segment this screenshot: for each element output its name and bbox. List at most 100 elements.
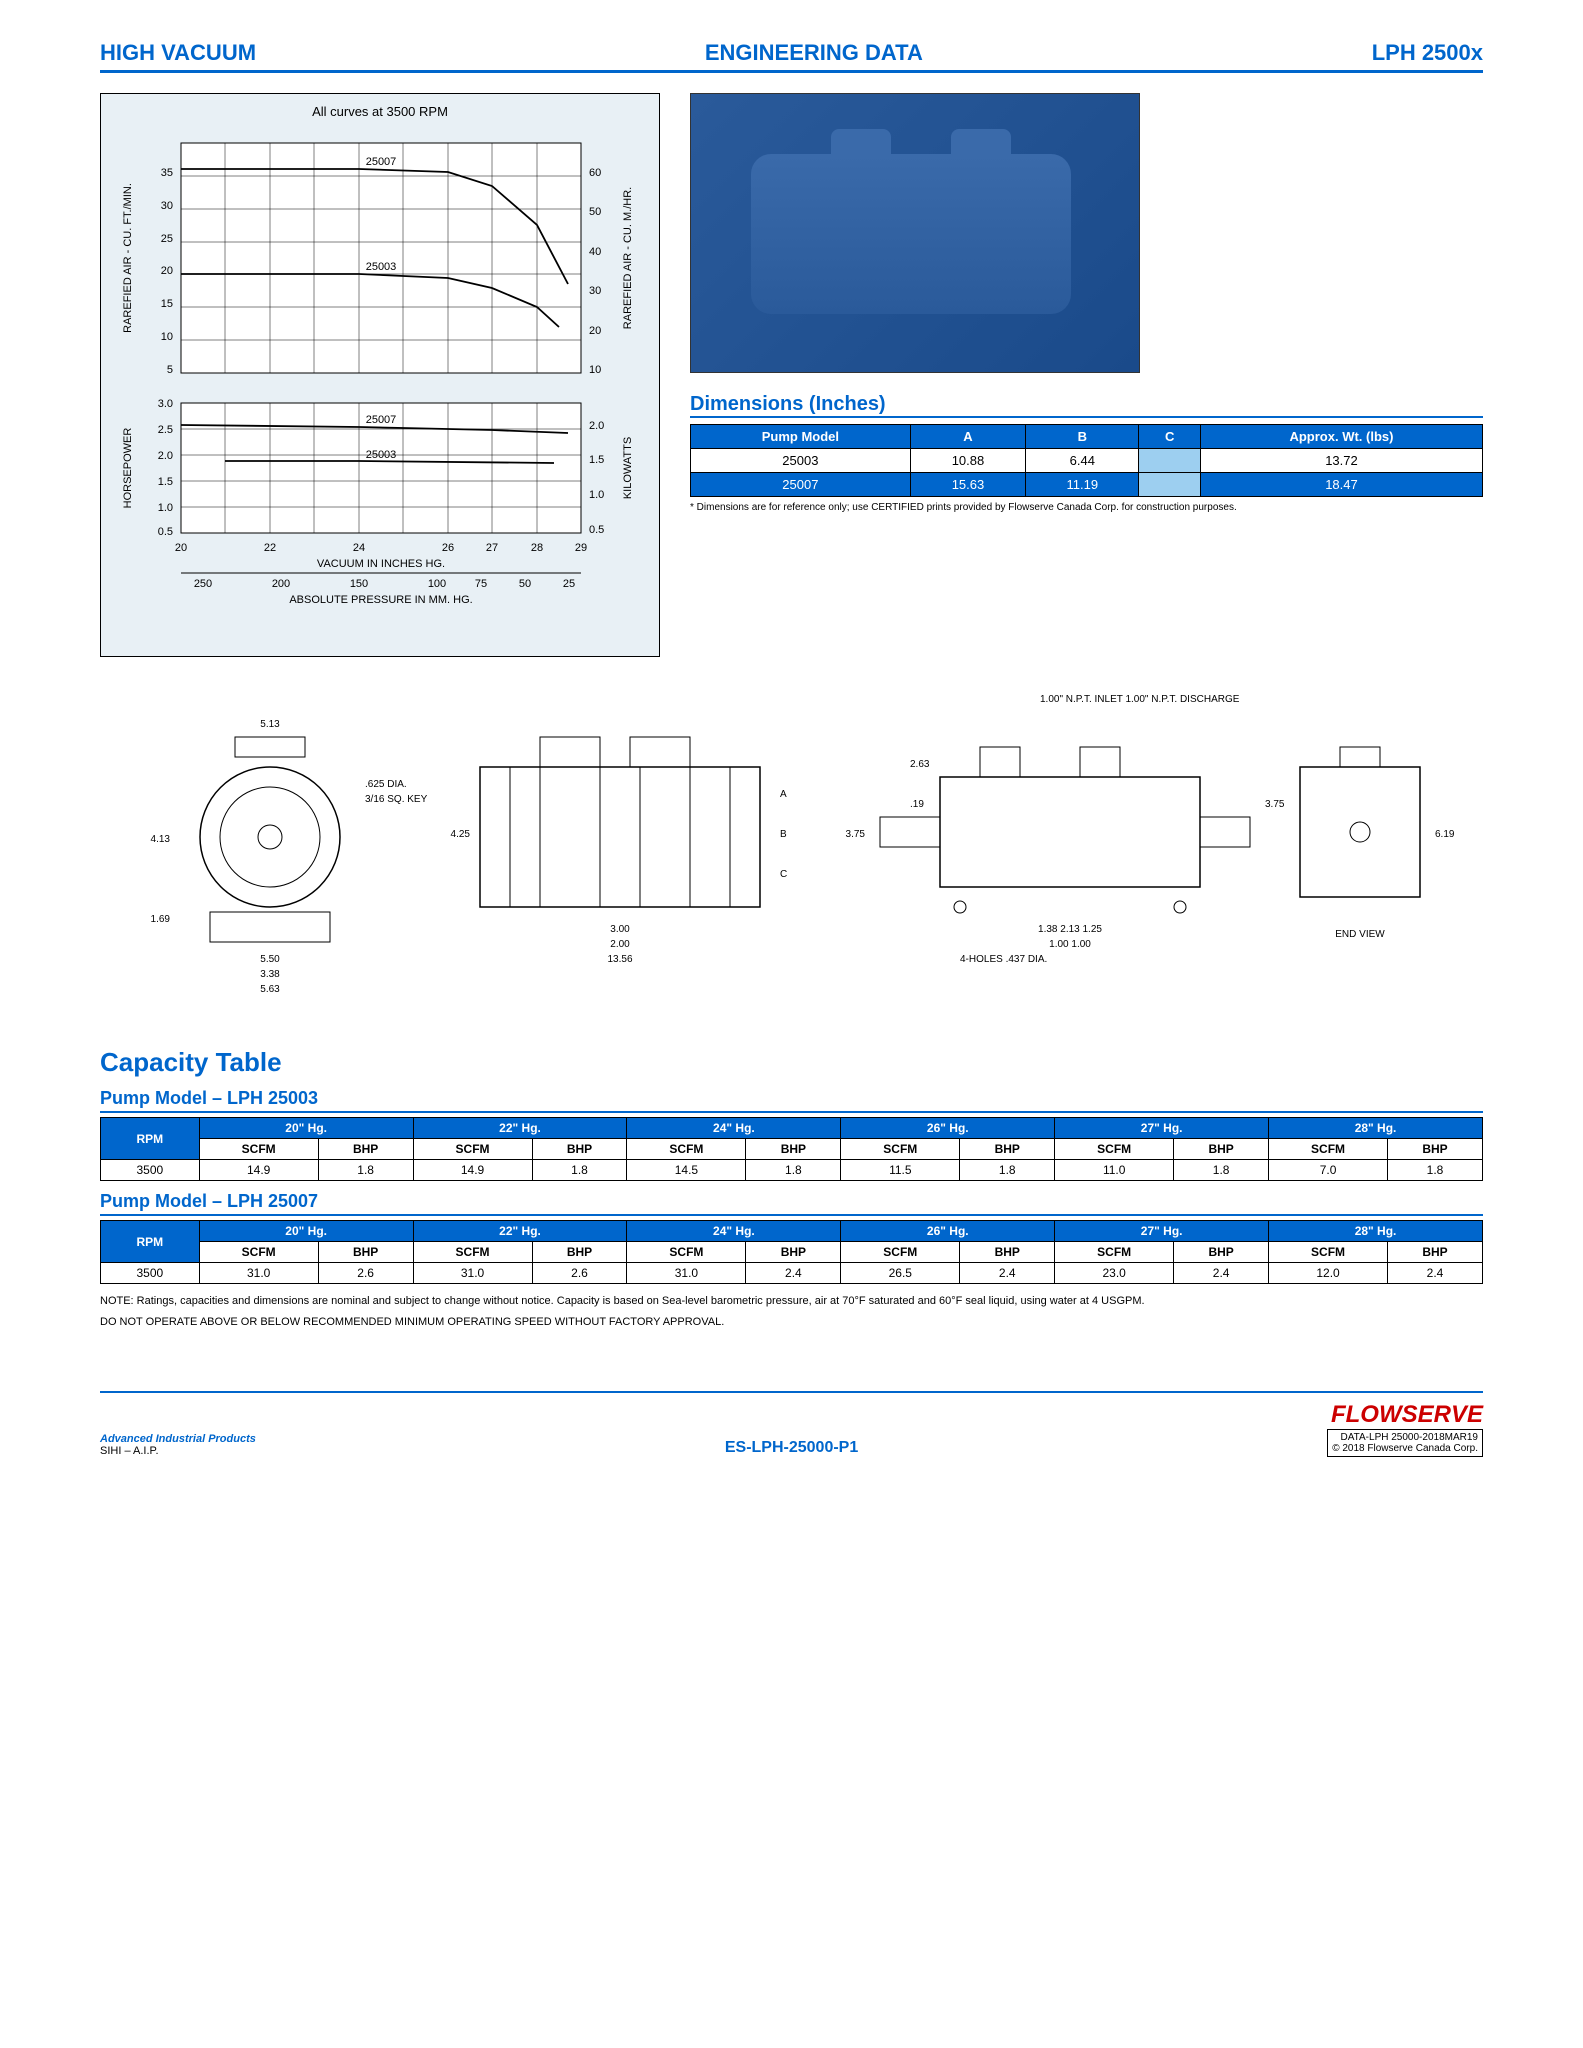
svg-text:20: 20	[161, 265, 173, 277]
svg-text:25003: 25003	[366, 449, 397, 461]
svg-text:3/16 SQ. KEY: 3/16 SQ. KEY	[365, 794, 428, 805]
svg-text:1.69: 1.69	[151, 914, 171, 925]
header-center: ENGINEERING DATA	[705, 40, 923, 66]
svg-text:RAREFIED AIR - CU. FT./MIN.: RAREFIED AIR - CU. FT./MIN.	[122, 183, 134, 333]
pump-photo	[690, 93, 1140, 373]
svg-text:1.0: 1.0	[589, 489, 604, 501]
page-footer: Advanced Industrial Products SIHI – A.I.…	[100, 1391, 1483, 1457]
svg-text:50: 50	[519, 578, 531, 590]
performance-chart: All curves at 3500 RPM 25007 25003 35302…	[100, 93, 660, 657]
svg-text:28: 28	[531, 542, 543, 554]
svg-text:150: 150	[350, 578, 368, 590]
svg-text:29: 29	[575, 542, 587, 554]
model-title: Pump Model – LPH 25007	[100, 1191, 1483, 1216]
svg-text:5.63: 5.63	[260, 984, 280, 995]
footer-left: Advanced Industrial Products SIHI – A.I.…	[100, 1433, 256, 1457]
svg-text:A: A	[780, 789, 787, 800]
svg-text:1.5: 1.5	[589, 454, 604, 466]
page-header: HIGH VACUUM ENGINEERING DATA LPH 2500x	[100, 40, 1483, 73]
chart-svg: 25007 25003 35 30 25 20 15 10 5 60 50 40 30 20 10 2…	[111, 123, 651, 643]
svg-text:50: 50	[589, 206, 601, 218]
header-left: HIGH VACUUM	[100, 40, 256, 66]
svg-text:25007: 25007	[366, 156, 397, 168]
svg-text:35: 35	[161, 167, 173, 179]
svg-text:3.75: 3.75	[846, 829, 866, 840]
svg-text:10: 10	[161, 331, 173, 343]
svg-text:4.25: 4.25	[451, 829, 471, 840]
svg-text:25: 25	[563, 578, 575, 590]
svg-text:1.00" N.P.T. INLET 1.00" N.P.T: 1.00" N.P.T. INLET 1.00" N.P.T. DISCHARG…	[1040, 694, 1240, 705]
technical-drawing: 1.00" N.P.T. INLET 1.00" N.P.T. DISCHARG…	[100, 687, 1483, 1017]
svg-text:6.19: 6.19	[1435, 829, 1455, 840]
svg-text:60: 60	[589, 167, 601, 179]
svg-text:25: 25	[161, 233, 173, 245]
svg-text:100: 100	[428, 578, 446, 590]
chart-title: All curves at 3500 RPM	[111, 104, 649, 119]
svg-text:40: 40	[589, 246, 601, 258]
svg-text:24: 24	[353, 542, 365, 554]
dimensions-title: Dimensions (Inches)	[690, 393, 1483, 418]
svg-text:15: 15	[161, 298, 173, 310]
svg-text:13.56: 13.56	[607, 954, 632, 965]
svg-text:22: 22	[264, 542, 276, 554]
capacity-title: Capacity Table	[100, 1047, 1483, 1078]
svg-text:250: 250	[194, 578, 212, 590]
table-row: 350031.02.631.02.631.02.426.52.423.02.41…	[101, 1263, 1483, 1284]
svg-text:VACUUM IN INCHES HG.: VACUUM IN INCHES HG.	[317, 558, 445, 570]
svg-text:75: 75	[475, 578, 487, 590]
footer-right: FLOWSERVE DATA-LPH 25000-2018MAR19 © 201…	[1327, 1401, 1483, 1457]
svg-text:HORSEPOWER: HORSEPOWER	[122, 428, 134, 509]
svg-text:3.38: 3.38	[260, 969, 280, 980]
table-row: 350014.91.814.91.814.51.811.51.811.01.87…	[101, 1160, 1483, 1181]
dimensions-table: Pump ModelABCApprox. Wt. (lbs) 2500310.8…	[690, 424, 1483, 497]
flowserve-logo: FLOWSERVE	[1327, 1401, 1483, 1429]
svg-text:1.0: 1.0	[158, 502, 173, 514]
svg-text:.625 DIA.: .625 DIA.	[365, 779, 407, 790]
svg-text:2.63: 2.63	[910, 759, 930, 770]
header-right: LPH 2500x	[1372, 40, 1483, 66]
svg-text:4.13: 4.13	[151, 834, 171, 845]
svg-text:END VIEW: END VIEW	[1335, 929, 1385, 940]
dimensions-note: * Dimensions are for reference only; use…	[690, 501, 1483, 514]
svg-text:27: 27	[486, 542, 498, 554]
table-row: 2500310.886.4413.72	[691, 449, 1483, 473]
svg-text:B: B	[780, 829, 787, 840]
svg-text:2.0: 2.0	[158, 450, 173, 462]
svg-text:10: 10	[589, 364, 601, 376]
svg-text:0.5: 0.5	[158, 526, 173, 538]
svg-text:5.13: 5.13	[260, 719, 280, 730]
svg-text:.19: .19	[910, 799, 924, 810]
svg-text:2.0: 2.0	[589, 420, 604, 432]
footer-doc-id: ES-LPH-25000-P1	[725, 1439, 858, 1457]
svg-text:5: 5	[167, 364, 173, 376]
svg-text:4-HOLES .437 DIA.: 4-HOLES .437 DIA.	[960, 954, 1047, 965]
svg-text:3.0: 3.0	[158, 398, 173, 410]
svg-text:2.5: 2.5	[158, 424, 173, 436]
svg-text:3.75: 3.75	[1265, 799, 1285, 810]
capacity-table: RPM20" Hg.22" Hg.24" Hg.26" Hg.27" Hg.28…	[100, 1117, 1483, 1181]
svg-text:25007: 25007	[366, 414, 397, 426]
svg-text:1.5: 1.5	[158, 476, 173, 488]
svg-text:25003: 25003	[366, 261, 397, 273]
capacity-note2: DO NOT OPERATE ABOVE OR BELOW RECOMMENDE…	[100, 1315, 1483, 1330]
svg-text:1.00 1.00: 1.00 1.00	[1049, 939, 1091, 950]
svg-text:1.38 2.13 1.25: 1.38 2.13 1.25	[1038, 924, 1102, 935]
model-title: Pump Model – LPH 25003	[100, 1088, 1483, 1113]
svg-text:2.00: 2.00	[610, 939, 630, 950]
capacity-note1: NOTE: Ratings, capacities and dimensions…	[100, 1294, 1483, 1309]
table-row: 2500715.6311.1918.47	[691, 473, 1483, 497]
svg-text:20: 20	[175, 542, 187, 554]
svg-text:KILOWATTS: KILOWATTS	[622, 437, 634, 499]
svg-text:ABSOLUTE PRESSURE IN MM. HG.: ABSOLUTE PRESSURE IN MM. HG.	[289, 594, 472, 606]
svg-text:200: 200	[272, 578, 290, 590]
svg-text:30: 30	[161, 200, 173, 212]
svg-text:5.50: 5.50	[260, 954, 280, 965]
svg-text:3.00: 3.00	[610, 924, 630, 935]
svg-text:30: 30	[589, 285, 601, 297]
svg-text:C: C	[780, 869, 787, 880]
capacity-table: RPM20" Hg.22" Hg.24" Hg.26" Hg.27" Hg.28…	[100, 1220, 1483, 1284]
svg-text:26: 26	[442, 542, 454, 554]
svg-text:0.5: 0.5	[589, 524, 604, 536]
svg-text:20: 20	[589, 325, 601, 337]
svg-text:RAREFIED AIR - CU. M./HR.: RAREFIED AIR - CU. M./HR.	[622, 187, 634, 329]
